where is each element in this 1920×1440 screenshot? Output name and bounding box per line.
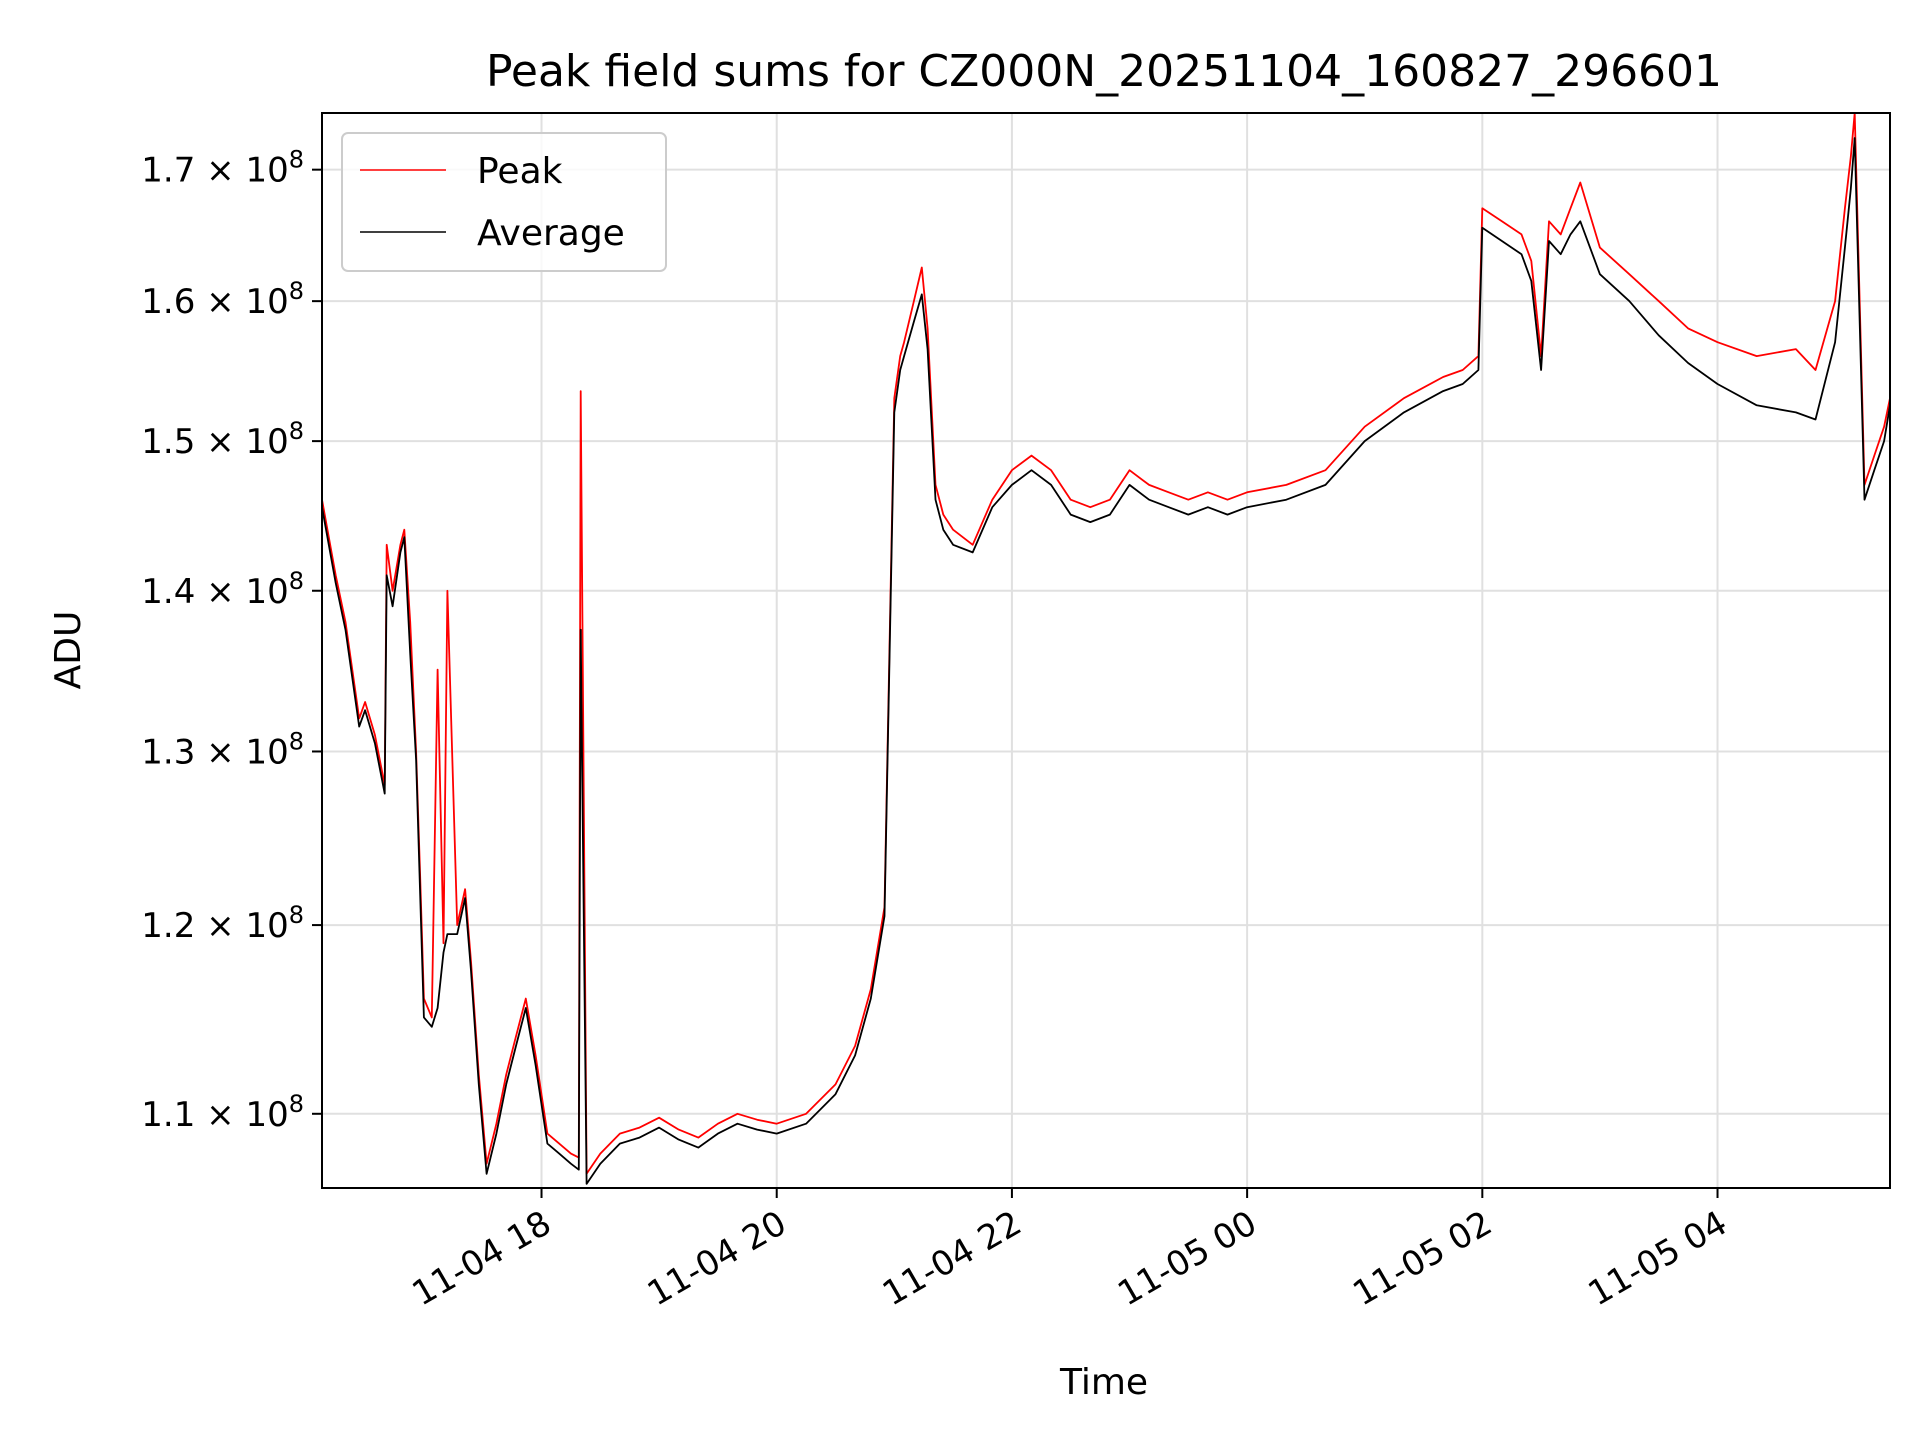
y-tick-exponent: 8 — [289, 277, 304, 305]
y-tick-mantissa: 1.3 — [141, 732, 195, 772]
y-tick-label: 1.5 × 108 — [141, 417, 304, 462]
x-tick-label: 11-04 22 — [876, 1203, 1028, 1314]
chart-title: Peak field sums for CZ000N_20251104_1608… — [486, 46, 1722, 97]
y-tick-times-sign: × — [195, 572, 245, 612]
legend-box — [341, 132, 667, 272]
y-tick-exponent: 8 — [289, 567, 304, 595]
legend: Peak Average — [341, 132, 667, 272]
x-axis-label: Time — [1059, 1362, 1148, 1403]
legend-label-average: Average — [477, 213, 625, 254]
legend-label-peak: Peak — [477, 151, 563, 192]
y-tick-base: 10 — [245, 732, 288, 772]
y-tick-mantissa: 1.4 — [141, 572, 195, 612]
y-tick-mantissa: 1.2 — [141, 906, 195, 946]
y-tick-base: 10 — [245, 151, 288, 191]
y-tick-exponent: 8 — [289, 1090, 304, 1118]
y-tick-times-sign: × — [195, 151, 245, 191]
x-tick-label: 11-05 02 — [1346, 1203, 1498, 1314]
y-tick-label: 1.2 × 108 — [141, 901, 304, 946]
y-tick-times-sign: × — [195, 1095, 245, 1135]
y-tick-base: 10 — [245, 1095, 288, 1135]
y-tick-times-sign: × — [195, 732, 245, 772]
x-tick-label: 11-04 18 — [406, 1203, 558, 1314]
y-tick-base: 10 — [245, 422, 288, 462]
y-tick-exponent: 8 — [289, 727, 304, 755]
y-tick-base: 10 — [245, 282, 288, 322]
y-tick-label: 1.7 × 108 — [141, 146, 304, 191]
y-tick-mantissa: 1.6 — [141, 282, 195, 322]
y-tick-exponent: 8 — [289, 901, 304, 929]
y-tick-label: 1.6 × 108 — [141, 277, 304, 322]
y-tick-times-sign: × — [195, 906, 245, 946]
tick-layer: 11-04 18 11-04 20 11-04 22 11-05 00 11-05 02… — [141, 146, 1734, 1315]
y-tick-base: 10 — [245, 906, 288, 946]
y-tick-exponent: 8 — [289, 146, 304, 174]
y-tick-times-sign: × — [195, 422, 245, 462]
y-tick-times-sign: × — [195, 282, 245, 322]
y-tick-label: 1.3 × 108 — [141, 727, 304, 772]
x-tick-label: 11-05 04 — [1582, 1203, 1734, 1314]
y-tick-label: 1.4 × 108 — [141, 567, 304, 612]
plot-frame — [321, 112, 1891, 1189]
series-layer — [321, 112, 1891, 1185]
x-tick-label: 11-05 00 — [1111, 1203, 1263, 1314]
y-axis-label: ADU — [48, 611, 89, 690]
y-tick-mantissa: 1.7 — [141, 151, 195, 191]
x-tick-label: 11-04 20 — [641, 1203, 793, 1314]
series-line-average — [321, 137, 1891, 1185]
y-tick-exponent: 8 — [289, 417, 304, 445]
y-tick-base: 10 — [245, 572, 288, 612]
series-line-peak — [321, 112, 1891, 1175]
y-tick-mantissa: 1.1 — [141, 1095, 195, 1135]
y-tick-mantissa: 1.5 — [141, 422, 195, 462]
grid-layer — [322, 113, 1890, 1188]
y-tick-label: 1.1 × 108 — [141, 1090, 304, 1135]
